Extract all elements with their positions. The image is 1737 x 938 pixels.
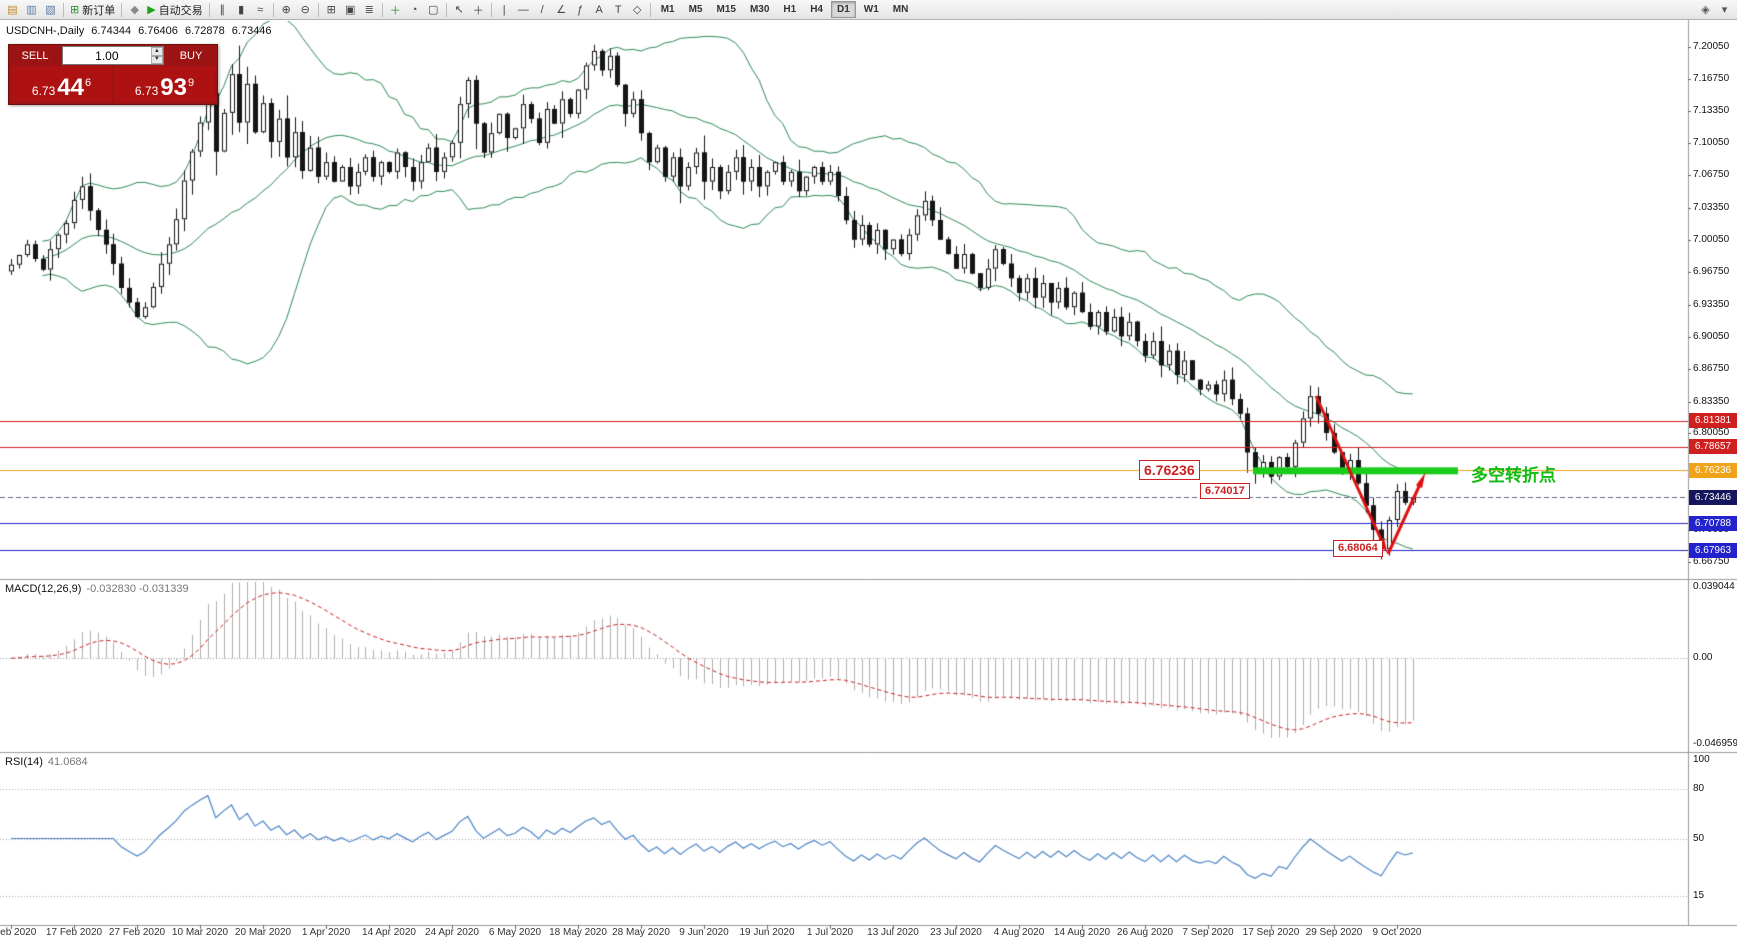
sell-price-prefix: 6.73 [31, 84, 56, 98]
toolbar-separator [317, 2, 319, 17]
channel-icon[interactable]: ∠ [552, 1, 571, 18]
market-watch-icon[interactable]: ▧ [41, 1, 60, 18]
buy-price-sup: 9 [187, 77, 195, 89]
label-tool-icon[interactable]: T [609, 1, 628, 18]
crosshair-icon[interactable]: ＋ [469, 1, 488, 18]
auto-trading-button[interactable]: ▶ 自动交易 [144, 1, 205, 18]
docking-icon[interactable]: ◈ [1696, 1, 1715, 18]
auto-trading-button-label: 自动交易 [158, 4, 203, 17]
timeframe-h1-button[interactable]: H1 [783, 4, 797, 15]
sell-price-button[interactable]: 6.73 44 6 [11, 66, 112, 102]
auto-trading-icon-glyph: ▶ [147, 4, 156, 16]
candlestick-chart-icon[interactable]: ▮ [232, 1, 251, 18]
fibonacci-icon-glyph: ƒ [577, 3, 584, 16]
toolbar-more-icon[interactable]: ▾ [1715, 1, 1734, 18]
toolbar-separator [272, 2, 274, 17]
toolbar-more-icon-glyph: ▾ [1721, 4, 1728, 16]
profiles-icon-glyph: ▥ [26, 4, 37, 16]
indicator-list-icon-glyph: ◆ [130, 4, 139, 16]
volume-up-button[interactable]: ▲ [150, 47, 163, 56]
line-chart-icon[interactable]: ≈ [251, 1, 270, 18]
timeframe-w1-button[interactable]: W1 [863, 4, 879, 15]
cursor-icon[interactable]: ↖ [450, 1, 469, 18]
volume-input[interactable] [63, 47, 151, 64]
shapes-icon-glyph: ◇ [632, 4, 642, 16]
templates-icon[interactable]: ▢ [424, 1, 443, 18]
zoom-out-icon-glyph: ⊖ [300, 4, 310, 16]
volume-down-button[interactable]: ▼ [150, 55, 163, 64]
text-tool-icon-glyph: A [595, 3, 603, 16]
arrange-windows-icon-glyph: ≣ [364, 4, 374, 16]
one-click-prices: 6.73 44 6 6.73 93 9 [9, 66, 217, 104]
buy-price-big: 93 [160, 74, 187, 101]
buy-caption: BUY [179, 49, 203, 62]
timeframe-d1-button[interactable]: D1 [831, 1, 856, 18]
toolbar-separator [490, 2, 492, 17]
zoom-in-icon-glyph: ⊕ [281, 4, 291, 16]
add-indicator-icon-glyph: ＋ [389, 4, 401, 17]
vertical-line-icon-glyph: | [502, 3, 506, 16]
buy-price-button[interactable]: 6.73 93 9 [114, 66, 215, 102]
new-chart-icon[interactable]: ▤ [3, 1, 22, 18]
horizontal-line-icon-glyph: — [517, 3, 529, 16]
toolbar-separator [63, 2, 64, 17]
sell-price-sup: 6 [84, 77, 92, 89]
trendline-icon-glyph: / [540, 3, 544, 16]
text-tool-icon[interactable]: A [590, 1, 609, 18]
cascade-windows-icon[interactable]: ▣ [341, 1, 360, 18]
sell-caption: SELL [21, 49, 49, 62]
cascade-windows-icon-glyph: ▣ [344, 4, 356, 16]
new-chart-icon-glyph: ▤ [7, 4, 18, 16]
zoom-in-icon[interactable]: ⊕ [277, 1, 296, 18]
fibonacci-icon[interactable]: ƒ [571, 1, 590, 18]
one-click-header: SELL ▲ ▼ BUY [9, 45, 217, 66]
candlestick-chart-icon-glyph: ▮ [238, 4, 245, 16]
timeframe-m15-button[interactable]: M15 [716, 4, 736, 15]
shapes-icon[interactable]: ◇ [628, 1, 647, 18]
channel-icon-glyph: ∠ [556, 4, 567, 16]
timeframe-m30-button[interactable]: M30 [749, 4, 770, 15]
bar-chart-icon[interactable]: ∥ [213, 1, 232, 18]
new-order-button-label: 新订单 [82, 4, 116, 17]
toolbar: ▤ ▥ ▧ ⊞ 新订单 ◆ ▶ 自动交易 ∥ ▮ ≈ ⊕ ⊖ ⊞ ▣ ≣ ＋ ◔ ▢ ↖ ＋ | — / ∠ ƒ A T ◇ M1 M5 M1… [0, 0, 1737, 20]
profiles-icon[interactable]: ▥ [22, 1, 41, 18]
new-order-button[interactable]: ⊞ 新订单 [67, 1, 118, 18]
zoom-out-icon[interactable]: ⊖ [296, 1, 315, 18]
periods-icon[interactable]: ◔ [405, 1, 424, 18]
timeframe-mn-button[interactable]: MN [892, 4, 909, 15]
tile-windows-icon-glyph: ⊞ [326, 4, 336, 16]
tile-windows-icon[interactable]: ⊞ [322, 1, 341, 18]
toolbar-separator [121, 2, 123, 17]
label-tool-icon-glyph: T [614, 3, 622, 16]
market-watch-icon-glyph: ▧ [45, 4, 56, 16]
toolbar-separator [381, 2, 383, 17]
cursor-icon-glyph: ↖ [454, 4, 464, 16]
arrange-windows-icon[interactable]: ≣ [360, 1, 379, 18]
vertical-line-icon[interactable]: | [495, 1, 514, 18]
periods-icon-glyph: ◔ [410, 3, 418, 16]
toolbar-separator [649, 2, 651, 17]
add-indicator-icon[interactable]: ＋ [386, 1, 405, 18]
toolbar-separator [445, 2, 447, 17]
volume-spinner: ▲ ▼ [150, 47, 163, 64]
docking-icon-glyph: ◈ [1701, 4, 1710, 16]
sell-price-big: 44 [57, 74, 84, 101]
bar-chart-icon-glyph: ∥ [219, 4, 225, 16]
timeframe-m5-button[interactable]: M5 [688, 4, 703, 15]
new-order-icon-glyph: ⊞ [70, 4, 80, 16]
toolbar-separator [208, 2, 210, 17]
horizontal-line-icon[interactable]: — [514, 1, 533, 18]
buy-price-prefix: 6.73 [134, 84, 159, 98]
timeframe-h4-button[interactable]: H4 [810, 4, 823, 15]
volume-box: ▲ ▼ [62, 46, 164, 65]
indicator-list-icon[interactable]: ◆ [125, 1, 144, 18]
line-chart-icon-glyph: ≈ [257, 3, 264, 16]
trendline-icon[interactable]: / [533, 1, 552, 18]
timeframe-m1-button[interactable]: M1 [660, 4, 675, 15]
templates-icon-glyph: ▢ [427, 4, 439, 16]
crosshair-icon-glyph: ＋ [472, 4, 484, 17]
